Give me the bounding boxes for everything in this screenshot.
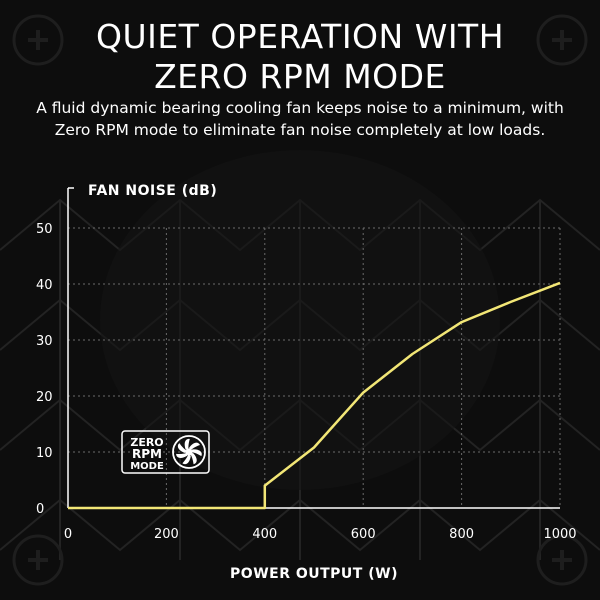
y-tick-label: 50 xyxy=(36,222,53,237)
subtitle-line2: Zero RPM mode to eliminate fan noise com… xyxy=(54,121,546,139)
y-tick-label: 40 xyxy=(36,278,53,293)
x-tick-label: 1000 xyxy=(543,527,576,542)
x-tick-label: 400 xyxy=(252,527,277,542)
y-tick-label: 10 xyxy=(36,446,53,461)
x-tick-label: 600 xyxy=(351,527,376,542)
y-axis-title: FAN NOISE (dB) xyxy=(88,183,217,199)
chart-grid xyxy=(68,227,561,508)
y-tick-label: 0 xyxy=(36,502,44,517)
y-tick-label: 30 xyxy=(36,334,53,349)
badge-line2: RPM xyxy=(132,447,162,461)
tick-labels: 0 10 20 30 40 50 0 200 400 600 800 1000 xyxy=(36,222,577,542)
series-line-fan-noise xyxy=(68,281,561,510)
x-tick-label: 800 xyxy=(449,527,474,542)
x-tick-label: 0 xyxy=(64,527,72,542)
y-tick-label: 20 xyxy=(36,390,53,405)
subtitle-line1: A fluid dynamic bearing cooling fan keep… xyxy=(36,99,564,117)
page-title-line1: QUIET OPERATION WITH xyxy=(95,17,505,56)
badge-line3: MODE xyxy=(130,461,164,472)
page-title-line2: ZERO RPM MODE xyxy=(154,57,446,96)
zero-rpm-badge: ZERO RPM MODE xyxy=(121,430,210,474)
x-tick-label: 200 xyxy=(154,527,179,542)
badge-line1: ZERO xyxy=(130,436,163,449)
fan-icon xyxy=(172,435,206,469)
x-axis-title: POWER OUTPUT (W) xyxy=(230,566,398,582)
